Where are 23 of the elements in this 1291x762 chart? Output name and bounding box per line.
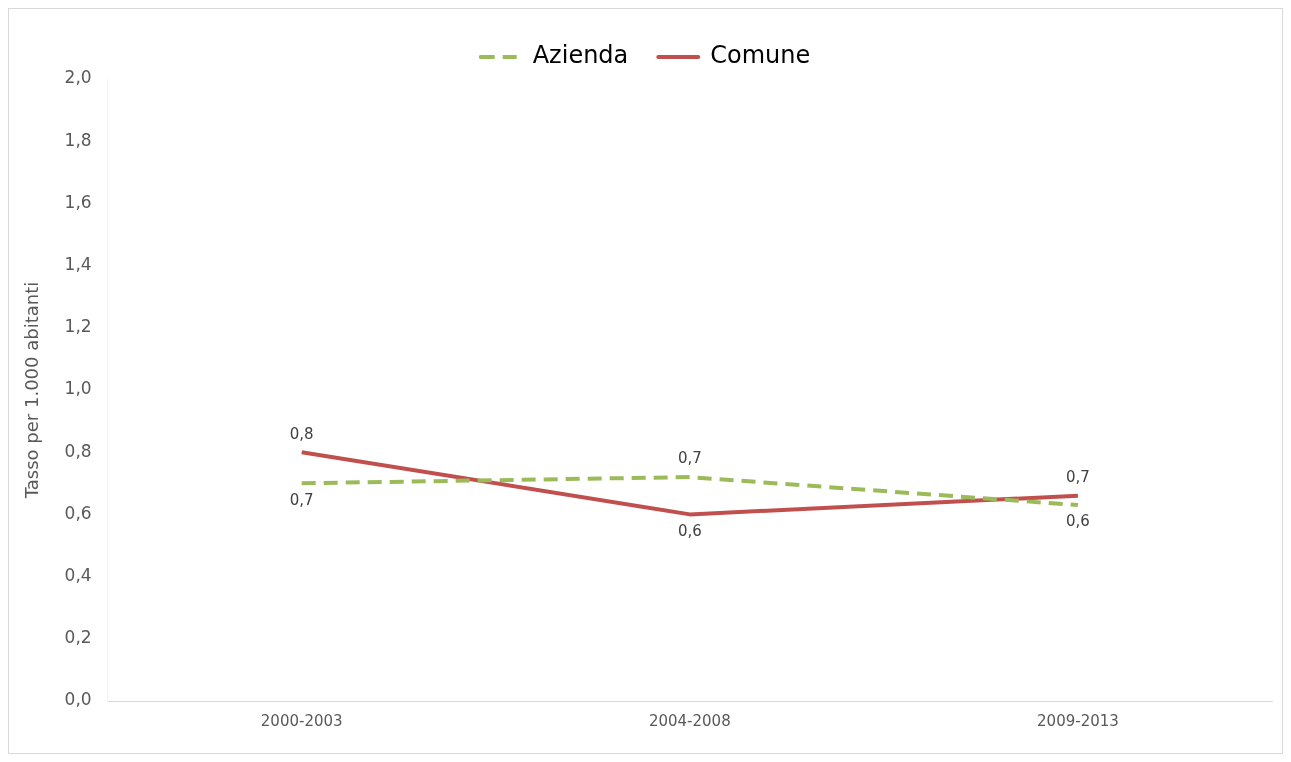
y-axis-title: Tasso per 1.000 abitanti xyxy=(21,281,43,500)
data-label: 0,8 xyxy=(289,424,314,443)
legend-label: Azienda xyxy=(532,41,629,70)
y-tick-label: 1,0 xyxy=(64,378,92,399)
x-tick-label: 2004-2008 xyxy=(648,711,731,730)
y-tick-label: 0,4 xyxy=(64,565,92,586)
y-tick-label: 1,8 xyxy=(64,129,92,150)
data-label: 0,6 xyxy=(677,521,702,540)
x-tick-label: 2000-2003 xyxy=(260,711,343,730)
data-label: 0,7 xyxy=(677,449,702,468)
y-tick-label: 1,6 xyxy=(64,191,92,212)
data-label: 0,7 xyxy=(1066,468,1090,487)
y-tick-label: 1,4 xyxy=(64,254,92,275)
y-tick-label: 0,8 xyxy=(64,440,92,461)
y-tick-label: 0,0 xyxy=(64,689,92,710)
legend-label: Comune xyxy=(710,41,811,70)
y-tick-label: 2,0 xyxy=(64,67,92,88)
y-tick-label: 0,2 xyxy=(64,627,92,648)
data-label: 0,7 xyxy=(289,490,314,509)
y-tick-label: 0,6 xyxy=(64,502,92,523)
data-label: 0,6 xyxy=(1066,512,1090,531)
y-tick-label: 1,2 xyxy=(64,316,92,337)
x-tick-label: 2009-2013 xyxy=(1037,711,1119,730)
